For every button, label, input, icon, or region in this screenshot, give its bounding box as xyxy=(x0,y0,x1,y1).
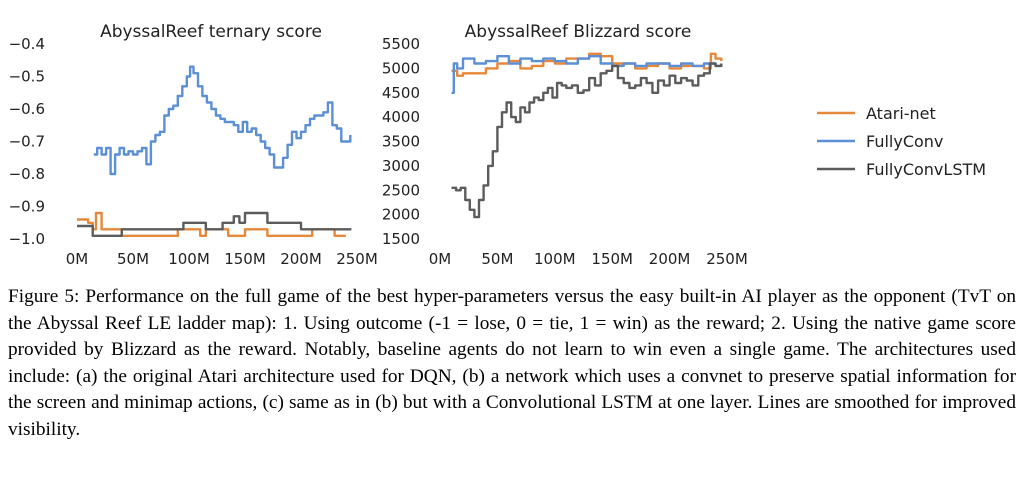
x-tick-label: 50M xyxy=(117,250,149,268)
legend-item-atari-net: Atari-net xyxy=(817,104,936,123)
y-tick-label: −0.9 xyxy=(9,198,45,216)
series-line-fullyconvlstm xyxy=(77,211,352,238)
y-tick-label: −0.4 xyxy=(9,35,45,53)
x-tick-label: 100M xyxy=(534,250,576,268)
x-tick-label: 150M xyxy=(591,250,633,268)
legend-label: FullyConv xyxy=(866,132,943,151)
x-tick-label: 0M xyxy=(66,250,89,268)
x-tick-label: 250M xyxy=(336,250,378,268)
series-line-fullyconv xyxy=(451,55,723,95)
legend: Atari-net FullyConv FullyConvLSTM xyxy=(817,104,986,179)
y-tick-label: 2500 xyxy=(382,181,420,199)
y-tick-label: −0.8 xyxy=(9,165,45,183)
x-tick-label: 200M xyxy=(649,250,691,268)
chart-title: AbyssalReef ternary score xyxy=(100,22,322,42)
y-tick-label: −0.7 xyxy=(9,133,45,151)
y-tick-label: 2000 xyxy=(382,206,420,224)
legend-item-fullyconv: FullyConv xyxy=(817,132,943,151)
y-tick-label: 4000 xyxy=(382,108,420,126)
y-tick-label: 5000 xyxy=(382,59,420,77)
y-tick-label: 5500 xyxy=(382,35,420,53)
y-tick-label: 1500 xyxy=(382,230,420,248)
series-line-atari-net xyxy=(77,211,346,238)
figure-panel: AbyssalReef ternary score −0.4 −0.5 −0.6 −0… xyxy=(9,22,986,268)
figure-caption: Figure 5: Performance on the full game o… xyxy=(8,286,1016,440)
x-tick-label: 0M xyxy=(429,250,452,268)
y-tick-label: −0.6 xyxy=(9,100,45,118)
ternary-score-chart: AbyssalReef ternary score −0.4 −0.5 −0.6 −0… xyxy=(9,22,378,268)
series-line-fullyconvlstm xyxy=(451,62,723,219)
legend-label: Atari-net xyxy=(866,104,936,123)
chart-title: AbyssalReef Blizzard score xyxy=(465,22,692,42)
series-line-fullyconv xyxy=(93,65,352,176)
x-tick-label: 100M xyxy=(168,250,210,268)
legend-item-fullyconvlstm: FullyConvLSTM xyxy=(817,160,986,179)
blizzard-score-chart: AbyssalReef Blizzard score 1500 2000 2500 3… xyxy=(382,22,748,268)
x-tick-label: 250M xyxy=(706,250,748,268)
x-tick-label: 200M xyxy=(280,250,322,268)
y-tick-label: −0.5 xyxy=(9,68,45,86)
y-tick-label: −1.0 xyxy=(9,230,45,248)
y-tick-label: 3000 xyxy=(382,157,420,175)
x-tick-label: 50M xyxy=(481,250,513,268)
x-tick-label: 150M xyxy=(224,250,266,268)
legend-label: FullyConvLSTM xyxy=(866,160,986,179)
y-tick-label: 4500 xyxy=(382,84,420,102)
y-tick-label: 3500 xyxy=(382,133,420,151)
